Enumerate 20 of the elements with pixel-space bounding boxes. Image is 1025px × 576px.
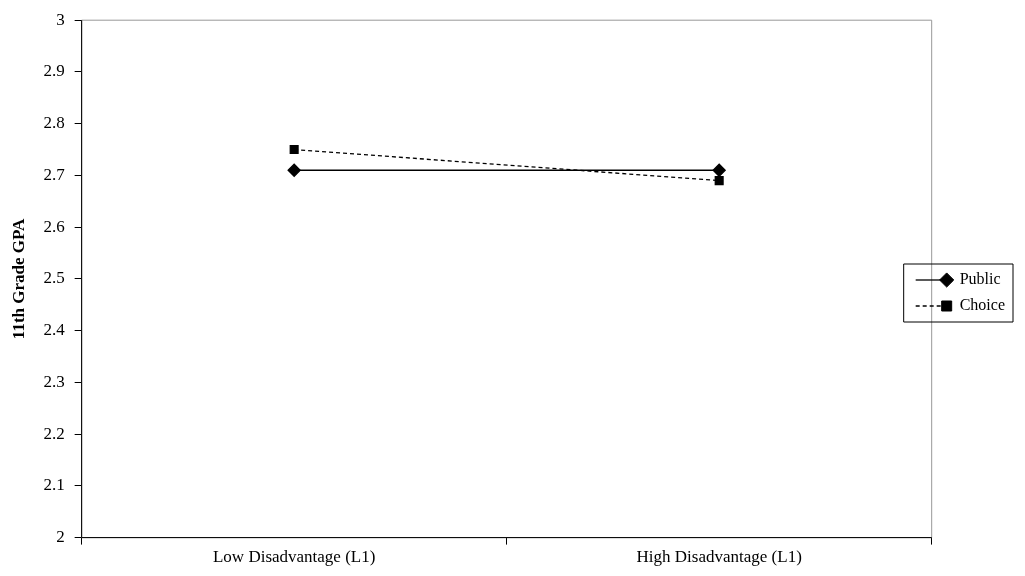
y-tick-label: 2.5: [43, 268, 65, 288]
y-tick-label: 2.7: [43, 164, 66, 184]
legend-label: Public: [959, 270, 1001, 288]
x-tick-label: High Disadvantage (L1): [636, 547, 802, 567]
legend-label: Choice: [959, 296, 1006, 314]
point: [287, 163, 301, 177]
y-tick-label: 2: [56, 527, 65, 547]
y-tick-label: 3: [56, 9, 65, 29]
point: [714, 176, 724, 186]
y-tick-label: 2.2: [43, 423, 65, 443]
y-tick-label: 2.3: [43, 371, 65, 391]
point: [289, 145, 299, 155]
y-tick-label: 2.9: [43, 61, 65, 81]
y-tick-label: 2.8: [43, 113, 65, 133]
y-tick-label: 2.1: [43, 475, 65, 495]
y-tick-label: 2.4: [43, 320, 66, 340]
point: [712, 163, 726, 177]
x-tick-label: Low Disadvantage (L1): [212, 547, 376, 567]
y-axis-title: 11th Grade GPA: [8, 217, 28, 340]
y-tick-label: 2.6: [43, 216, 65, 236]
